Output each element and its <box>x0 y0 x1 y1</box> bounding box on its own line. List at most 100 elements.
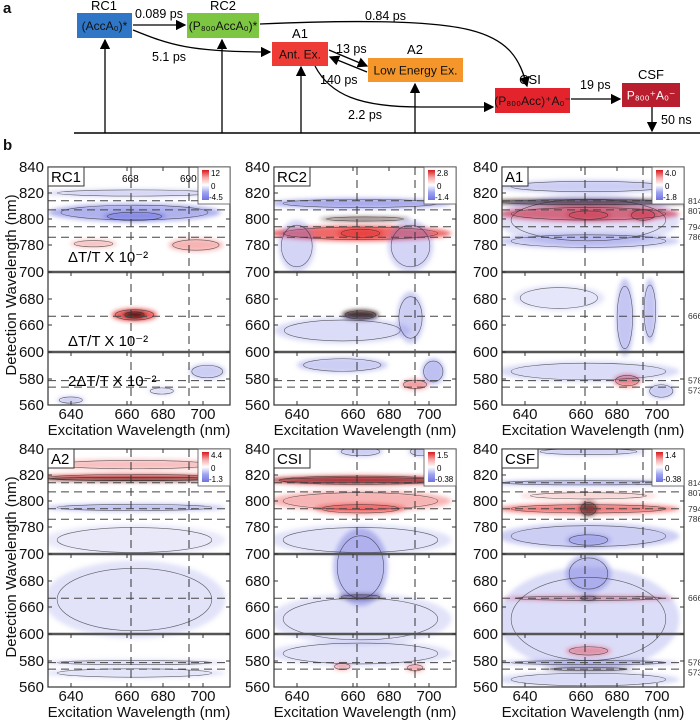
detection-mark-label: 786 <box>688 232 700 242</box>
heatmap-rc1: RC1 12 0 -4.5 668 690 ΔT/T X 10⁻² ΔT/T X 10⁻² 2Δ… <box>47 166 231 406</box>
y-tick-label: 680 <box>18 573 44 590</box>
panel-label-box <box>273 166 311 187</box>
y-tick-label: 560 <box>472 397 498 414</box>
y-tick-label: 580 <box>244 371 270 388</box>
arrow-a1-csi <box>314 65 495 113</box>
x-tick-label: 700 <box>644 406 670 423</box>
y-axis-label: Detection Wavelength (nm) <box>3 476 20 658</box>
heatmap-feature <box>333 528 388 606</box>
scale-note: ΔT/T X 10⁻² <box>68 333 148 350</box>
contour-line <box>56 668 213 678</box>
contour-line <box>172 239 220 251</box>
rate-rc1-a1: 5.1 ps <box>152 50 186 64</box>
contour-line <box>73 240 114 248</box>
heatmap-feature <box>48 524 226 556</box>
heatmap-feature <box>274 593 452 645</box>
panel-label-box <box>47 448 75 469</box>
state-label: A1 <box>292 26 308 41</box>
x-tick-label: 700 <box>644 688 670 705</box>
panel-label: CSF <box>505 451 535 468</box>
x-tick-label: 680 <box>376 406 402 423</box>
state-label: A2 <box>407 42 423 57</box>
colorbar-gradient <box>656 452 663 482</box>
y-tick-label: 800 <box>244 493 270 510</box>
contour-line <box>340 449 381 457</box>
plot-frame <box>501 448 685 688</box>
heatmap-feature <box>387 220 434 272</box>
y-tick-label: 580 <box>244 653 270 670</box>
x-tick-label: 700 <box>416 406 442 423</box>
y-tick-label: 820 <box>244 467 270 484</box>
y-tick-label: 600 <box>472 344 498 361</box>
state-box-text: P₈₀₀⁺A₀⁻ <box>627 89 676 103</box>
contour-line <box>568 210 609 220</box>
colorbar: 2.8 0 -1.4 <box>423 166 457 205</box>
state-rc1: (AccA₀)* RC1 <box>77 0 132 38</box>
y-tick-label: 580 <box>472 371 498 388</box>
x-tick-label: 660 <box>114 406 140 423</box>
y-tick-label: 600 <box>18 344 44 361</box>
state-box <box>495 88 570 113</box>
contour-line <box>643 284 656 338</box>
state-box-text: (P₈₀₀Acc)⁺A₀⁻ <box>494 94 571 108</box>
heatmap-feature <box>333 662 352 671</box>
contour-line <box>56 527 213 553</box>
detection-mark-label: 666 <box>688 593 700 603</box>
contour-line <box>321 504 400 514</box>
contour-line <box>282 492 439 510</box>
x-tick-label: 640 <box>284 688 310 705</box>
y-tick-label: 800 <box>244 211 270 228</box>
y-tick-label: 780 <box>18 519 44 536</box>
heatmap-feature <box>615 278 634 357</box>
heatmap-feature <box>48 503 226 512</box>
detection-mark-label: 786 <box>688 514 700 524</box>
heatmap-feature <box>48 189 226 197</box>
y-tick-label: 820 <box>18 185 44 202</box>
scale-note: ΔT/T X 10⁻² <box>68 249 148 266</box>
x-tick-label: 680 <box>150 406 176 423</box>
y-tick-label: 820 <box>472 185 498 202</box>
x-tick-label: 660 <box>114 688 140 705</box>
heatmap-rc2: RC2 2.8 0 -1.4 <box>273 166 457 406</box>
colorbar-max: 4.4 <box>211 451 223 460</box>
heatmap-feature <box>57 396 85 404</box>
colorbar-zero: 0 <box>437 464 442 473</box>
panel-label: RC2 <box>277 169 307 186</box>
heatmap-feature <box>48 667 226 679</box>
y-tick-label: 800 <box>472 211 498 228</box>
y-tick-label: 840 <box>244 159 270 176</box>
panel-label-box <box>273 448 311 469</box>
scale-note: 2ΔT/T X 10⁻² <box>68 373 157 390</box>
rate-csi-csf: 19 ps <box>580 78 611 92</box>
rate-rc1-rc2: 0.089 ps <box>135 7 183 21</box>
y-tick-label: 580 <box>472 653 498 670</box>
y-tick-label: 560 <box>244 397 270 414</box>
y-tick-label: 600 <box>18 626 44 643</box>
contour-line <box>283 319 401 342</box>
panel-letter-b: b <box>3 137 13 154</box>
state-box-text: (P₈₀₀AccA₀)* <box>189 19 258 33</box>
y-tick-label: 840 <box>18 441 44 458</box>
heatmap-feature <box>342 309 379 321</box>
state-csf: P₈₀₀⁺A₀⁻ CSF <box>622 67 680 107</box>
heatmap-feature <box>520 491 657 500</box>
rate-rc2-csi: 0.84 ps <box>365 9 406 23</box>
contour-line <box>519 287 598 309</box>
y-axis-label: Detection Wavelength (nm) <box>3 194 20 376</box>
contour-line <box>616 286 633 350</box>
x-tick-label: 680 <box>376 688 402 705</box>
heatmap-feature <box>337 228 384 239</box>
heatmap-feature <box>502 671 680 687</box>
panel-label-box <box>501 448 539 469</box>
heatmap-feature <box>502 567 680 671</box>
state-rc2: (P₈₀₀AccA₀)* RC2 <box>187 0 259 38</box>
x-axis-label: Excitation Wavelength (nm) <box>273 422 457 439</box>
colorbar-zero: 0 <box>211 182 216 191</box>
contour-line <box>423 360 444 383</box>
guide-wavelength-label: 690 <box>180 174 197 185</box>
heatmap-feature <box>565 645 612 657</box>
colorbar-max: 12 <box>211 169 220 178</box>
rate-a1-a2: 13 ps <box>336 42 367 56</box>
contour-line <box>530 492 647 500</box>
y-tick-label: 700 <box>472 264 498 281</box>
